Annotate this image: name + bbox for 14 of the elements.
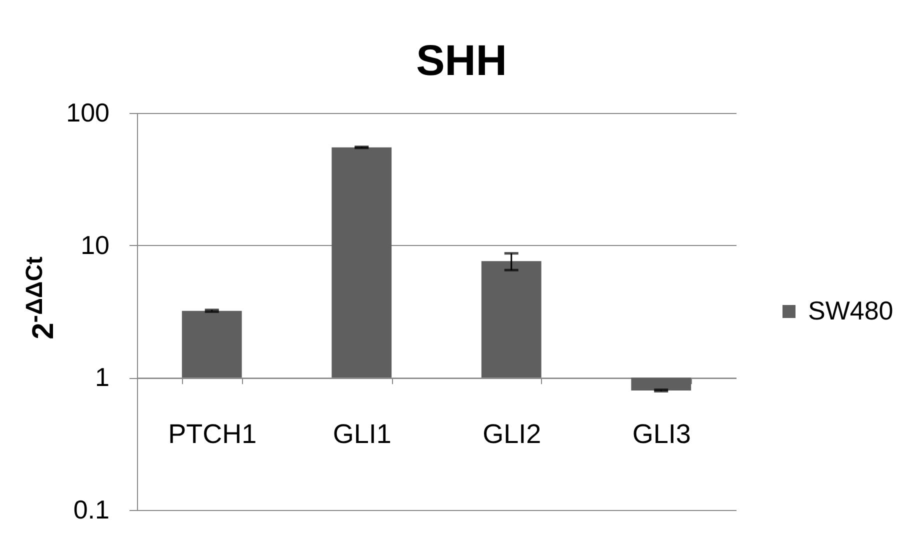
y-tick-label: 100 xyxy=(66,98,110,128)
x-tick-label: PTCH1 xyxy=(168,419,257,450)
y-tick-label: 1 xyxy=(95,362,110,392)
bar xyxy=(182,310,242,378)
x-tick-label: GLI1 xyxy=(332,419,392,450)
bar xyxy=(631,378,692,390)
x-tick-label: GLI2 xyxy=(482,419,542,450)
bar xyxy=(481,261,542,378)
y-tick-label: 10 xyxy=(80,230,110,260)
y-tick-label: 0.1 xyxy=(73,494,110,524)
chart-title: SHH xyxy=(416,37,507,85)
bar xyxy=(332,147,392,378)
x-tick-label: GLI3 xyxy=(632,419,691,450)
legend-label: SW480 xyxy=(808,296,894,326)
